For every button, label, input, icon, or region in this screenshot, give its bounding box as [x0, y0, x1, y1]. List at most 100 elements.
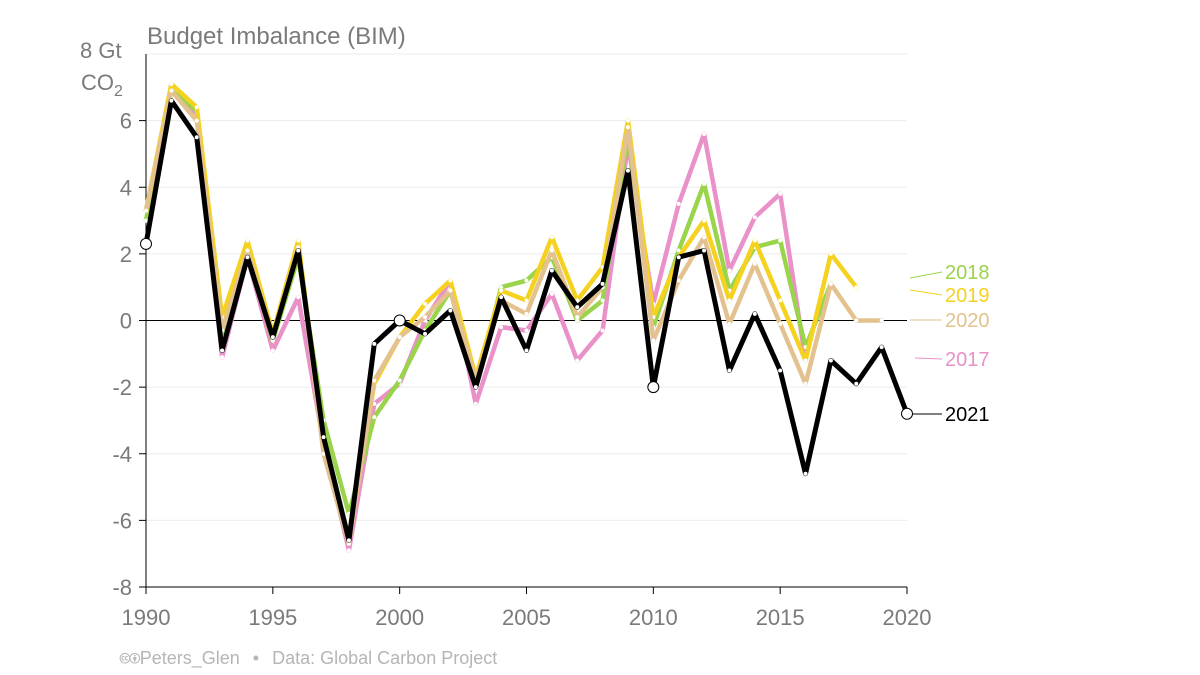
axes: -8 -6 -4 -2 0 2 4 6 1990 1995 2000 2005 2010 2015 2020 — [112, 54, 931, 630]
point-2017-2006 — [549, 291, 554, 296]
y-tick-label-0: 0 — [120, 309, 132, 334]
point-2021-1992 — [194, 135, 199, 140]
series-2021 — [140, 98, 913, 543]
point-2017-2014 — [752, 215, 757, 220]
y-axis-unit-label: CO2 — [81, 70, 123, 100]
point-2017-1993 — [220, 355, 225, 360]
point-2020-2015 — [778, 321, 783, 326]
point-2021-1999 — [372, 341, 377, 346]
series-2019 — [143, 81, 859, 540]
point-2020-1999 — [372, 378, 377, 383]
point-2021-1995 — [270, 335, 275, 340]
point-2021-2008 — [600, 281, 605, 286]
point-2018-2004 — [499, 285, 504, 290]
point-2020-2002 — [448, 288, 453, 293]
point-2020-1992 — [194, 118, 199, 123]
series-2020 — [143, 88, 884, 546]
point-2017-2015 — [778, 191, 783, 196]
point-2021-1994 — [245, 255, 250, 260]
point-2017-2008 — [600, 328, 605, 333]
point-2021-2010 — [647, 381, 660, 394]
x-tick-label-2005: 2005 — [502, 605, 551, 630]
point-2017-2012 — [702, 131, 707, 136]
x-tick-label-2020: 2020 — [883, 605, 932, 630]
point-2021-1998 — [346, 538, 351, 543]
point-2018-2000 — [397, 378, 402, 383]
point-2018-1990 — [144, 218, 148, 223]
point-2020-2019 — [879, 318, 884, 323]
point-2020-1990 — [144, 208, 148, 213]
point-2018-2012 — [702, 181, 707, 186]
point-2020-2011 — [676, 278, 681, 283]
point-2017-2005 — [524, 328, 529, 333]
point-2021-2009 — [625, 168, 630, 173]
point-2020-1997 — [321, 451, 326, 456]
point-2021-2017 — [828, 358, 833, 363]
point-2018-2007 — [575, 318, 580, 323]
series-lines — [140, 81, 913, 553]
point-2017-2013 — [727, 268, 732, 273]
point-2018-2015 — [778, 238, 783, 243]
y-tick-label-2: 2 — [120, 242, 132, 267]
y-tick-label--2: -2 — [112, 375, 132, 400]
point-2020-2017 — [828, 281, 833, 286]
legend-leader-2017 — [914, 357, 943, 360]
legend-label-2018: 2018 — [945, 262, 990, 284]
point-2021-2014 — [752, 311, 757, 316]
point-2017-2003 — [473, 401, 478, 406]
legend-label-2019: 2019 — [945, 285, 990, 307]
point-2019-2005 — [524, 298, 529, 303]
point-2021-2007 — [575, 305, 580, 310]
point-2019-2017 — [828, 251, 833, 256]
y-tick-label--4: -4 — [112, 442, 132, 467]
legend-leader-2019 — [909, 289, 943, 296]
point-2020-2010 — [651, 338, 656, 343]
x-tick-label-2000: 2000 — [375, 605, 424, 630]
y-tick-label--6: -6 — [112, 508, 132, 533]
point-2018-2011 — [676, 248, 681, 253]
point-2021-2016 — [803, 471, 808, 476]
x-tick-label-2015: 2015 — [756, 605, 805, 630]
point-2021-1991 — [169, 98, 174, 103]
point-2017-1998 — [346, 548, 351, 553]
point-2020-1994 — [245, 248, 250, 253]
point-2017-2011 — [676, 201, 681, 206]
y-tick-label-4: 4 — [120, 175, 132, 200]
point-2020-2014 — [752, 261, 757, 266]
point-2020-2018 — [854, 318, 859, 323]
point-2020-2005 — [524, 311, 529, 316]
series-line-2019 — [143, 81, 859, 540]
point-2021-2001 — [423, 331, 428, 336]
point-2021-2000 — [393, 314, 406, 327]
data-source: Data: Global Carbon Project — [272, 648, 498, 668]
y-axis-unit-subscript: 2 — [114, 83, 123, 100]
point-2017-1995 — [270, 348, 275, 353]
y-tick-label-6: 6 — [120, 109, 132, 134]
point-2020-1991 — [169, 88, 174, 93]
point-2021-1996 — [296, 248, 301, 253]
point-2021-2012 — [702, 248, 707, 253]
point-2021-2020 — [901, 407, 913, 420]
point-2021-2002 — [448, 308, 453, 313]
x-tick-label-1995: 1995 — [248, 605, 297, 630]
author-handle: Peters_Glen — [139, 648, 240, 668]
creative-commons-icon: 🅭🅯 — [120, 649, 140, 668]
series-line-2020 — [143, 88, 884, 546]
point-2020-2009 — [625, 125, 630, 130]
x-tick-label-2010: 2010 — [629, 605, 678, 630]
point-2020-2000 — [397, 335, 402, 340]
point-2021-2003 — [473, 385, 478, 390]
point-2017-1996 — [296, 295, 301, 300]
point-2021-2015 — [778, 368, 783, 373]
point-2021-2011 — [676, 255, 681, 260]
point-2020-2001 — [423, 315, 428, 320]
point-2021-2018 — [854, 381, 859, 386]
point-2020-2012 — [702, 235, 707, 240]
point-2020-2013 — [727, 321, 732, 326]
legend-label-2020: 2020 — [945, 310, 990, 332]
point-2021-1990 — [140, 237, 152, 250]
point-2018-1999 — [372, 415, 377, 420]
point-2018-2008 — [600, 298, 605, 303]
point-2019-2018 — [854, 285, 859, 290]
legend-label-2021: 2021 — [945, 404, 990, 426]
